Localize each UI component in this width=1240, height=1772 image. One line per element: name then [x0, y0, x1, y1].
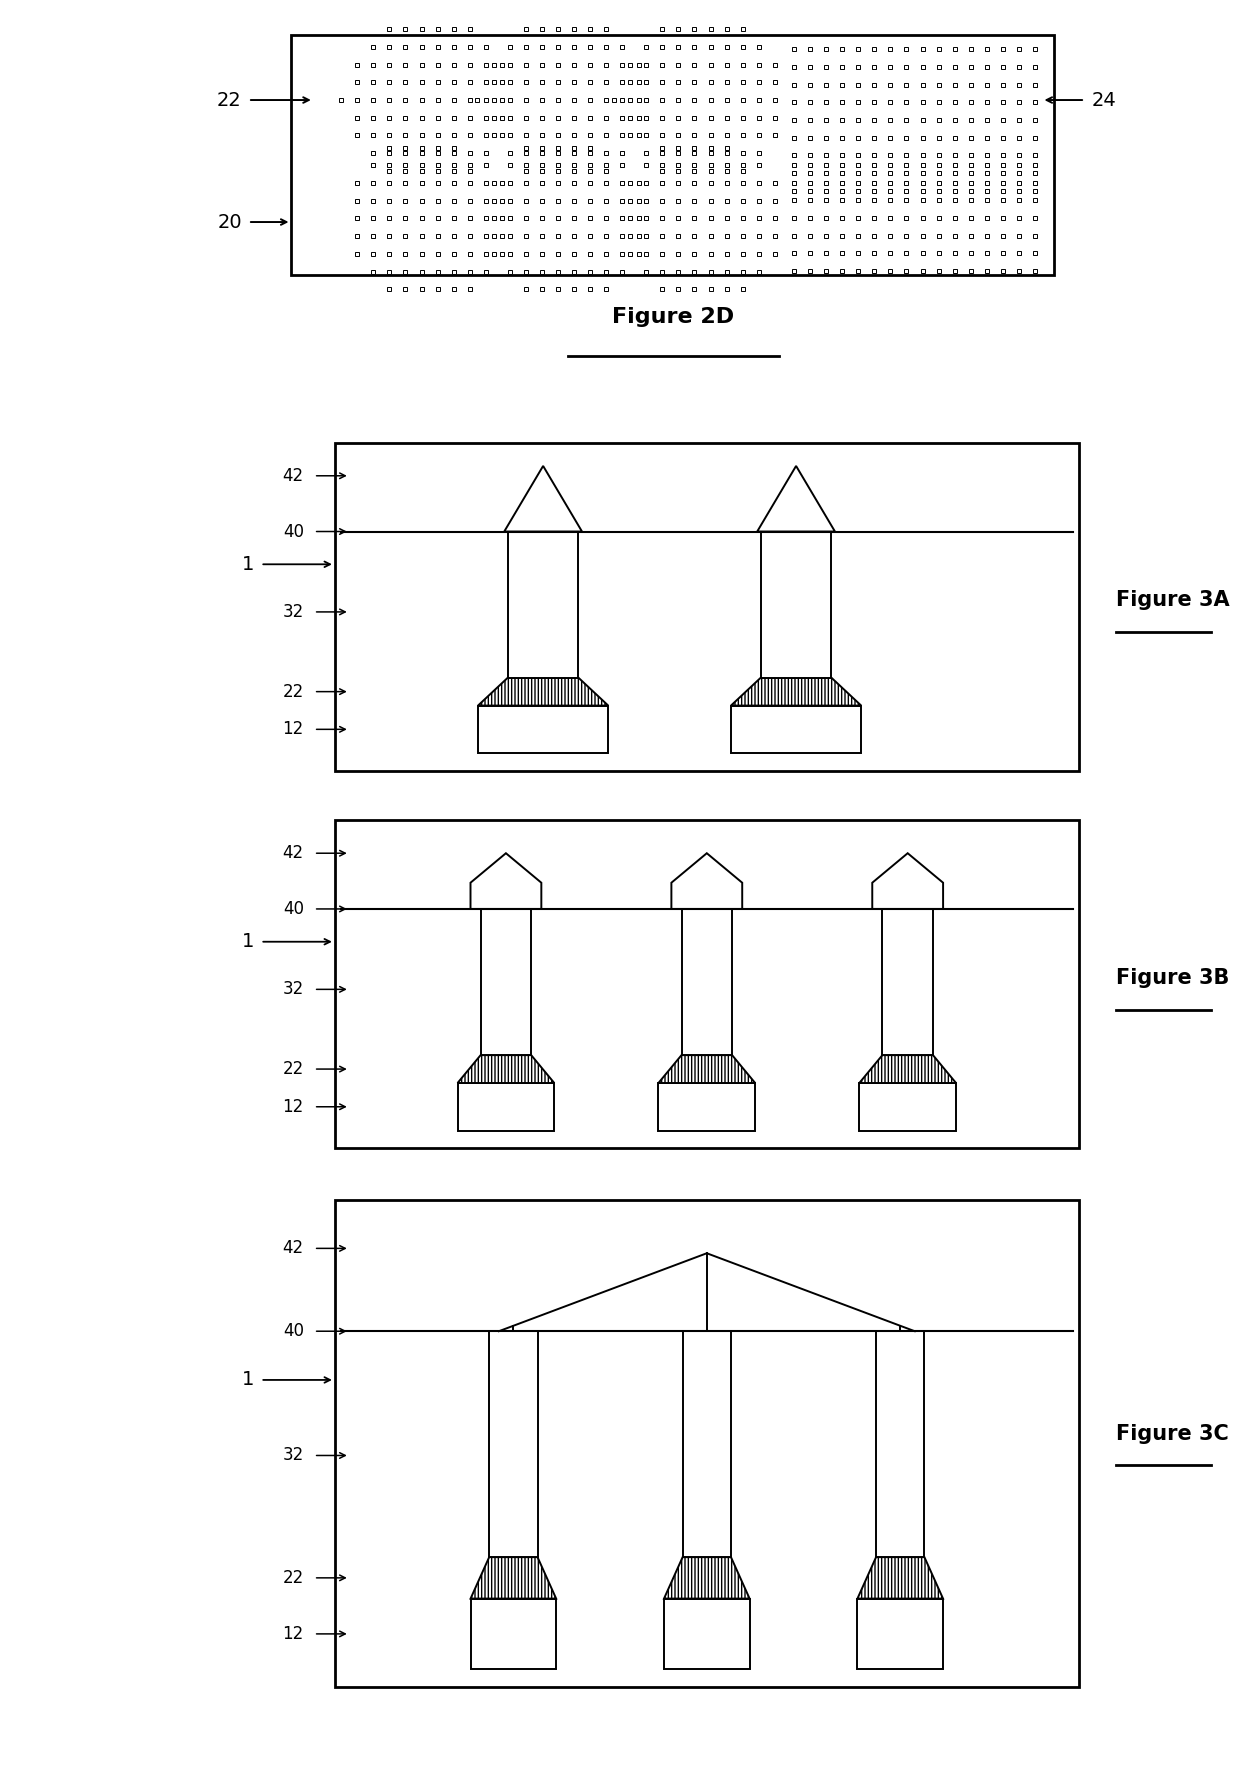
Text: 42: 42 — [283, 466, 304, 486]
Text: 22: 22 — [217, 90, 242, 110]
Bar — [489, 1331, 538, 1558]
Polygon shape — [858, 1558, 942, 1598]
Text: 40: 40 — [283, 523, 304, 540]
Bar — [335, 820, 1079, 1148]
Bar — [291, 35, 1054, 275]
Text: 1: 1 — [242, 1370, 254, 1389]
Text: 12: 12 — [283, 721, 304, 739]
Text: 22: 22 — [283, 1060, 304, 1077]
Polygon shape — [470, 854, 542, 909]
Polygon shape — [732, 677, 861, 705]
Text: 40: 40 — [283, 900, 304, 918]
Bar — [761, 532, 832, 677]
Text: 1: 1 — [242, 932, 254, 952]
Text: 40: 40 — [283, 1322, 304, 1340]
Text: 24: 24 — [1091, 90, 1116, 110]
Bar — [471, 1598, 557, 1669]
Bar — [682, 909, 732, 1054]
Bar — [479, 705, 609, 753]
Bar — [732, 705, 861, 753]
Bar — [335, 443, 1079, 771]
Polygon shape — [665, 1558, 749, 1598]
Text: 42: 42 — [283, 1239, 304, 1258]
Polygon shape — [505, 466, 582, 532]
Bar — [481, 909, 531, 1054]
Bar — [658, 1083, 755, 1131]
Bar — [335, 1200, 1079, 1687]
Polygon shape — [471, 1558, 556, 1598]
Bar — [458, 1083, 554, 1131]
Bar — [683, 1331, 732, 1558]
Bar — [875, 1331, 925, 1558]
Bar — [508, 532, 578, 677]
Text: Figure 2D: Figure 2D — [613, 307, 734, 326]
Bar — [883, 909, 932, 1054]
Text: 22: 22 — [283, 1568, 304, 1588]
Text: 22: 22 — [283, 682, 304, 700]
Text: 42: 42 — [283, 843, 304, 863]
Polygon shape — [758, 466, 835, 532]
Polygon shape — [479, 677, 609, 705]
Polygon shape — [458, 1054, 554, 1083]
Text: 32: 32 — [283, 602, 304, 620]
Text: 32: 32 — [283, 1446, 304, 1464]
Text: 20: 20 — [217, 213, 242, 232]
Text: 32: 32 — [283, 980, 304, 998]
Polygon shape — [658, 1054, 755, 1083]
Text: 1: 1 — [242, 555, 254, 574]
Polygon shape — [859, 1054, 956, 1083]
Text: Figure 3B: Figure 3B — [1116, 968, 1229, 987]
Text: Figure 3A: Figure 3A — [1116, 590, 1230, 610]
Polygon shape — [872, 854, 944, 909]
Bar — [859, 1083, 956, 1131]
Polygon shape — [671, 854, 743, 909]
Bar — [665, 1598, 749, 1669]
Bar — [858, 1598, 942, 1669]
Text: 12: 12 — [283, 1099, 304, 1116]
Text: 12: 12 — [283, 1625, 304, 1643]
Text: Figure 3C: Figure 3C — [1116, 1423, 1229, 1444]
